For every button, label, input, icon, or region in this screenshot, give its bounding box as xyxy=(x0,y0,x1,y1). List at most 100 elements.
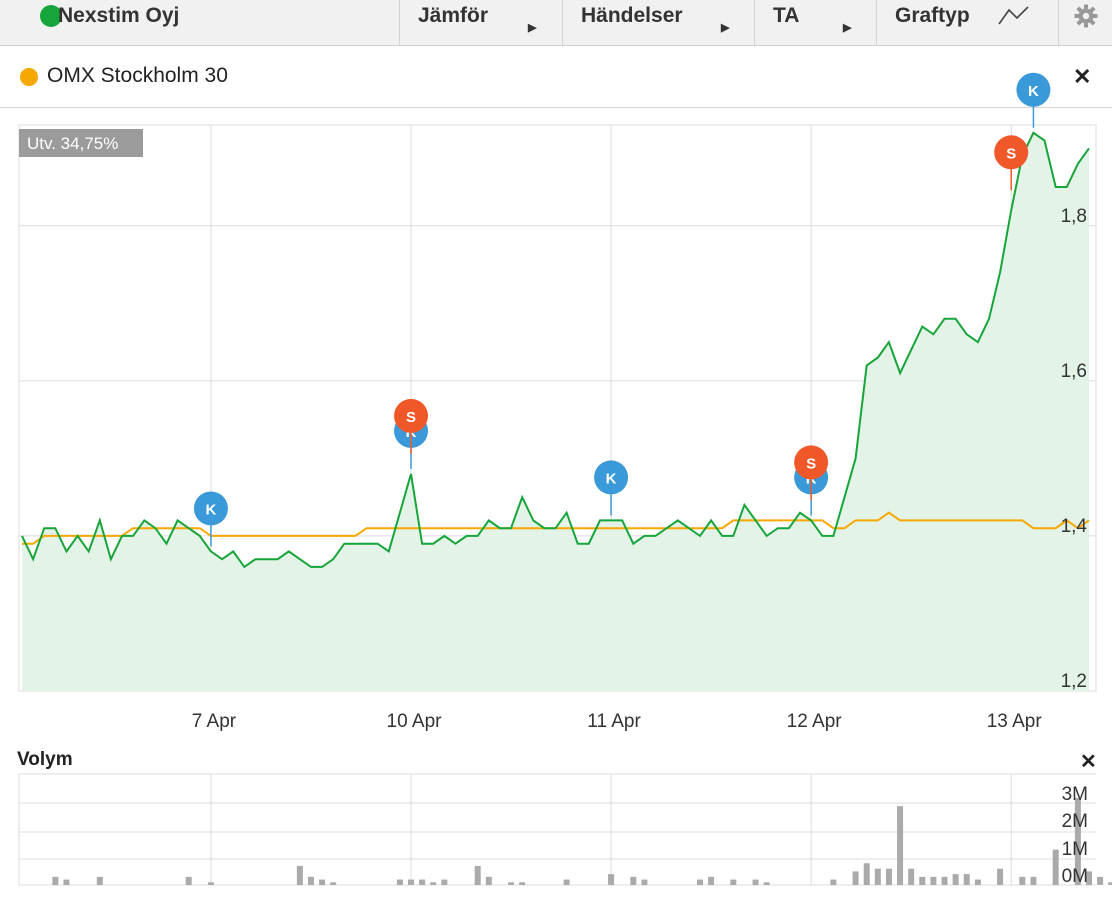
volume-bar xyxy=(319,879,326,885)
volume-bar xyxy=(430,882,437,885)
volume-bar xyxy=(307,876,314,885)
buy-event-marker[interactable]: K xyxy=(1016,72,1051,128)
gear-icon xyxy=(1074,4,1098,28)
volume-bar xyxy=(1108,882,1112,885)
volume-bar xyxy=(207,882,214,885)
event-label: S xyxy=(1006,145,1016,162)
sell-event-marker[interactable]: S xyxy=(794,445,829,501)
volume-bar xyxy=(941,876,948,885)
caret-right-icon: ▶ xyxy=(528,22,537,34)
x-tick-label: 13 Apr xyxy=(987,711,1043,732)
volume-close-icon[interactable]: ✕ xyxy=(1080,751,1097,773)
event-label: K xyxy=(1028,83,1039,100)
x-tick-label: 11 Apr xyxy=(587,711,641,732)
volume-y-tick-label: 3M xyxy=(1062,784,1088,805)
volume-bar xyxy=(396,879,403,885)
volume-y-tick-label: 2M xyxy=(1062,811,1088,832)
volume-bar xyxy=(852,871,859,885)
event-label: S xyxy=(806,455,816,472)
y-tick-label: 1,6 xyxy=(1061,361,1087,382)
volume-bar xyxy=(608,874,615,885)
chart-type-button-label: Graftyp xyxy=(895,4,970,27)
y-tick-label: 1,2 xyxy=(1061,671,1087,692)
x-tick-label: 7 Apr xyxy=(192,711,237,732)
volume-bar xyxy=(752,879,759,885)
toolbar: Nexstim Oyj Jämför ▶ Händelser ▶ TA ▶ Gr… xyxy=(0,0,1112,46)
volume-bar xyxy=(897,806,904,885)
volume-bar xyxy=(1086,871,1092,885)
performance-badge: Utv. 34,75% xyxy=(27,134,118,153)
y-tick-label: 1,4 xyxy=(1061,516,1088,537)
volume-bar xyxy=(408,879,415,885)
volume-bar xyxy=(641,879,648,885)
events-button-label: Händelser xyxy=(581,4,683,27)
volume-bar xyxy=(1052,849,1059,885)
volume-bar xyxy=(519,882,526,885)
volume-bar xyxy=(96,876,103,885)
ta-button[interactable]: TA ▶ xyxy=(754,0,876,46)
volume-bar xyxy=(919,876,926,885)
buy-event-marker[interactable]: K xyxy=(594,460,629,516)
volume-bar xyxy=(952,874,959,885)
volume-bar xyxy=(630,876,637,885)
volume-bar xyxy=(441,879,448,885)
remove-compare-close-icon[interactable]: ✕ xyxy=(1073,64,1092,89)
volume-bar xyxy=(974,879,981,885)
volume-bar xyxy=(419,879,426,885)
chart-type-button[interactable]: Graftyp xyxy=(876,0,1058,46)
performance-badge-bg xyxy=(19,129,143,157)
volume-bar xyxy=(997,868,1004,885)
volume-title: Volym xyxy=(17,749,73,770)
volume-bar xyxy=(1030,876,1037,885)
ta-button-label: TA xyxy=(773,4,800,27)
index-color-dot xyxy=(20,68,38,86)
volume-bar xyxy=(730,879,737,885)
compare-row: OMX Stockholm 30 ✕ xyxy=(0,46,1112,108)
volume-bar xyxy=(1074,798,1081,885)
stock-color-dot xyxy=(40,5,62,27)
volume-bar xyxy=(885,868,892,885)
volume-y-tick-label: 1M xyxy=(1062,839,1088,860)
compare-index-label: OMX Stockholm 30 xyxy=(47,64,228,87)
volume-bar xyxy=(908,868,915,885)
price-chart: 1,2 1,4 1,6 1,8 7 Apr 10 Apr 11 Apr 12 Apr 13 A… xyxy=(18,72,1097,732)
volume-bar xyxy=(1097,876,1104,885)
volume-bar xyxy=(52,876,59,885)
price-series-line xyxy=(21,131,1090,569)
volume-y-tick-label: 0M xyxy=(1062,866,1088,887)
volume-bar xyxy=(296,865,303,885)
volume-bar xyxy=(1019,876,1026,885)
volume-bar xyxy=(696,879,703,885)
stock-name: Nexstim Oyj xyxy=(58,4,180,27)
compare-button-label: Jämför xyxy=(418,4,489,27)
sell-event-marker[interactable]: S xyxy=(394,398,429,454)
volume-bar xyxy=(63,879,70,885)
caret-right-icon: ▶ xyxy=(721,22,730,34)
volume-bar xyxy=(563,879,570,885)
volume-bar xyxy=(863,863,870,885)
buy-event-marker[interactable]: K xyxy=(193,491,228,547)
volume-bar xyxy=(963,874,970,885)
event-label: K xyxy=(606,470,617,487)
volume-bar xyxy=(763,882,770,885)
volume-bar xyxy=(508,882,515,885)
volume-bar xyxy=(830,879,837,885)
compare-button[interactable]: Jämför ▶ xyxy=(399,0,562,46)
volume-bar xyxy=(474,865,481,885)
x-tick-label: 12 Apr xyxy=(787,711,843,732)
volume-bar xyxy=(874,868,881,885)
events-button[interactable]: Händelser ▶ xyxy=(562,0,754,46)
y-tick-label: 1,8 xyxy=(1061,206,1087,227)
volume-bar xyxy=(485,876,492,885)
volume-bar xyxy=(185,876,192,885)
event-label: S xyxy=(406,409,416,426)
x-tick-label: 10 Apr xyxy=(387,711,443,732)
event-label: K xyxy=(206,501,217,518)
sell-event-marker[interactable]: S xyxy=(994,135,1029,191)
volume-bar xyxy=(930,876,937,885)
volume-bar xyxy=(708,876,715,885)
volume-bar xyxy=(330,882,337,885)
line-chart-icon xyxy=(998,6,1029,25)
caret-right-icon: ▶ xyxy=(843,22,852,34)
settings-button[interactable] xyxy=(1058,0,1112,46)
